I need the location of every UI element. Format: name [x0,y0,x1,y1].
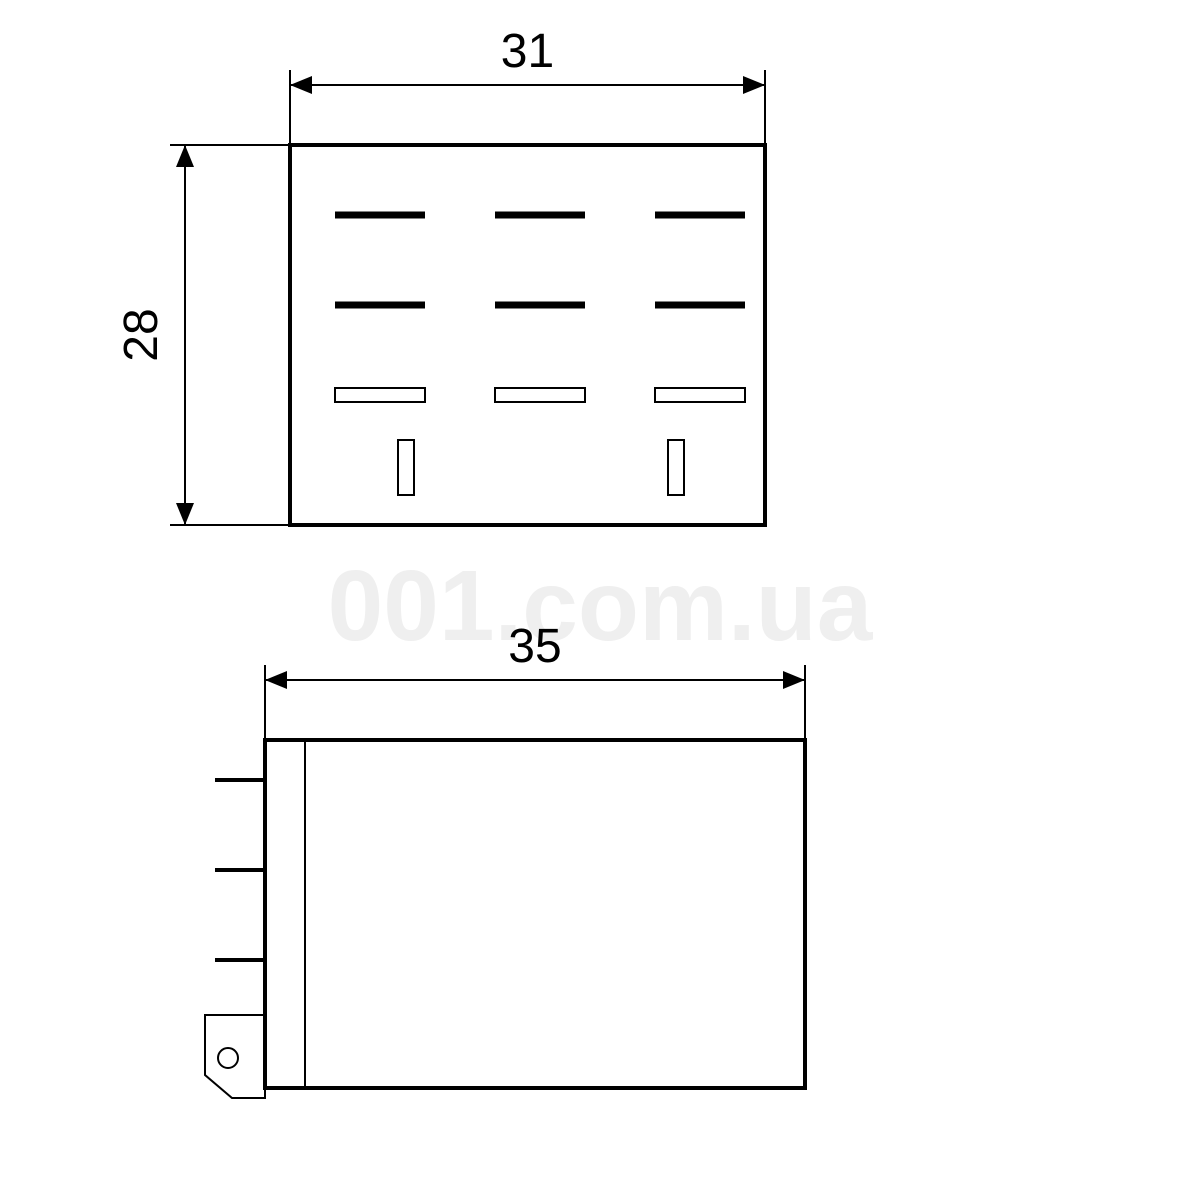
pin-slot-vertical [668,440,684,495]
dimension-value-31: 31 [501,25,554,78]
dimension-value-28: 28 [115,308,168,361]
side-view-outline [265,740,805,1088]
pin-slot-vertical [398,440,414,495]
pin-slot-outline [655,388,745,402]
top-view-outline [290,145,765,525]
mounting-lug [205,1015,265,1098]
dimension-value-35: 35 [508,620,561,673]
pin-slot-outline [495,388,585,402]
technical-drawing: 001.com.ua 31 28 35 [0,0,1200,1200]
watermark: 001.com.ua [328,550,874,662]
pin-slot-outline [335,388,425,402]
